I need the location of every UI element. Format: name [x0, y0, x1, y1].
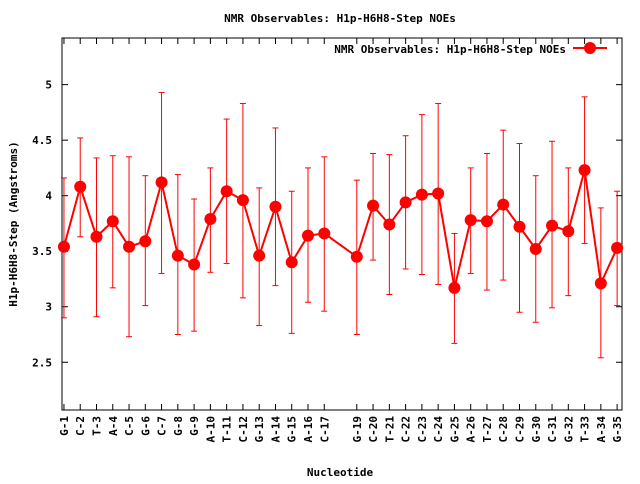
data-point — [123, 240, 136, 253]
x-axis: G-1 C-2 T-3 A-4 C-5 G-6 C-7 G-8 G-9 A-10 T-11 C-12 G… — [58, 38, 624, 443]
y-tick-label: 4 — [45, 190, 52, 203]
x-tick-label: G-1 — [58, 416, 71, 436]
data-point — [236, 194, 249, 207]
x-tick-label: A-10 — [204, 416, 217, 443]
data-point — [171, 249, 184, 262]
data-point — [253, 249, 266, 262]
x-tick-label: C-2 — [74, 416, 87, 436]
x-tick-label: G-35 — [611, 416, 624, 443]
x-tick-label: G-15 — [286, 416, 299, 443]
x-tick-label: C-12 — [237, 416, 250, 443]
y-axis-label: H1p-H6H8-Step (Angstroms) — [7, 141, 20, 307]
x-axis-label: Nucleotide — [307, 466, 374, 479]
data-point — [383, 218, 396, 231]
legend: NMR Observables: H1p-H6H8-Step NOEs — [334, 42, 607, 56]
x-tick-label: C-5 — [123, 416, 136, 436]
data-point — [90, 230, 103, 243]
data-point — [497, 198, 510, 211]
legend-marker — [584, 42, 596, 54]
x-tick-label: G-13 — [253, 416, 266, 443]
data-point — [367, 199, 380, 212]
x-tick-label: G-19 — [351, 416, 364, 443]
x-tick-label: C-7 — [156, 416, 169, 436]
x-tick-label: C-17 — [318, 416, 331, 443]
data-point — [285, 256, 298, 269]
series-line — [62, 169, 619, 289]
data-point — [204, 213, 217, 226]
x-tick-label: A-4 — [107, 416, 120, 436]
y-tick-label: 5 — [45, 79, 52, 92]
data-point — [562, 225, 575, 238]
x-tick-label: T-27 — [481, 416, 494, 443]
data-point — [611, 241, 624, 254]
x-tick-label: T-3 — [90, 416, 103, 436]
y-tick-label: 3 — [45, 301, 52, 314]
data-point — [594, 277, 607, 290]
data-point — [399, 196, 412, 209]
x-tick-label: G-9 — [188, 416, 201, 436]
x-tick-label: G-6 — [139, 416, 152, 436]
x-tick-label: C-23 — [416, 416, 429, 443]
data-point — [415, 188, 428, 201]
data-point — [220, 185, 233, 198]
y-tick-label: 2.5 — [32, 356, 52, 369]
y-axis: 2.5 3 3.5 4 4.5 5 — [32, 79, 622, 369]
x-tick-label: A-16 — [302, 416, 315, 443]
data-point — [155, 176, 168, 189]
x-tick-label: C-22 — [400, 416, 413, 443]
data-point — [188, 258, 201, 271]
y-tick-label: 4.5 — [32, 134, 52, 147]
data-point — [74, 180, 87, 193]
data-point — [269, 200, 282, 213]
x-tick-label: T-33 — [579, 416, 592, 443]
x-tick-label: A-34 — [595, 416, 608, 443]
legend-label: NMR Observables: H1p-H6H8-Step NOEs — [334, 43, 566, 56]
x-tick-label: A-14 — [269, 416, 282, 443]
data-point — [513, 220, 526, 233]
x-tick-label: C-31 — [546, 416, 559, 443]
data-point — [139, 235, 152, 248]
data-points — [57, 164, 624, 294]
x-tick-label: T-11 — [221, 416, 234, 443]
data-point — [464, 214, 477, 227]
error-bars — [60, 91, 621, 359]
x-tick-label: G-25 — [448, 416, 461, 443]
x-tick-label: G-8 — [172, 416, 185, 436]
data-point — [578, 164, 591, 177]
plot-frame — [61, 37, 623, 411]
data-point — [301, 229, 314, 242]
y-tick-label: 3.5 — [32, 245, 52, 258]
x-tick-label: C-20 — [367, 416, 380, 443]
x-tick-label: T-21 — [383, 416, 396, 443]
data-point — [106, 215, 119, 228]
x-tick-label: G-32 — [562, 416, 575, 443]
data-point — [318, 227, 331, 240]
data-point — [448, 281, 461, 294]
x-tick-label: C-24 — [432, 416, 445, 443]
data-point — [350, 250, 363, 263]
x-tick-label: A-26 — [465, 416, 478, 443]
data-point — [432, 187, 445, 200]
data-point — [529, 242, 542, 255]
data-point — [57, 240, 70, 253]
x-tick-label: C-28 — [497, 416, 510, 443]
data-point — [546, 219, 559, 232]
data-point — [480, 215, 493, 228]
x-tick-label: C-29 — [514, 416, 527, 443]
chart-title: NMR Observables: H1p-H6H8-Step NOEs — [224, 12, 456, 25]
x-tick-label: G-30 — [530, 416, 543, 443]
